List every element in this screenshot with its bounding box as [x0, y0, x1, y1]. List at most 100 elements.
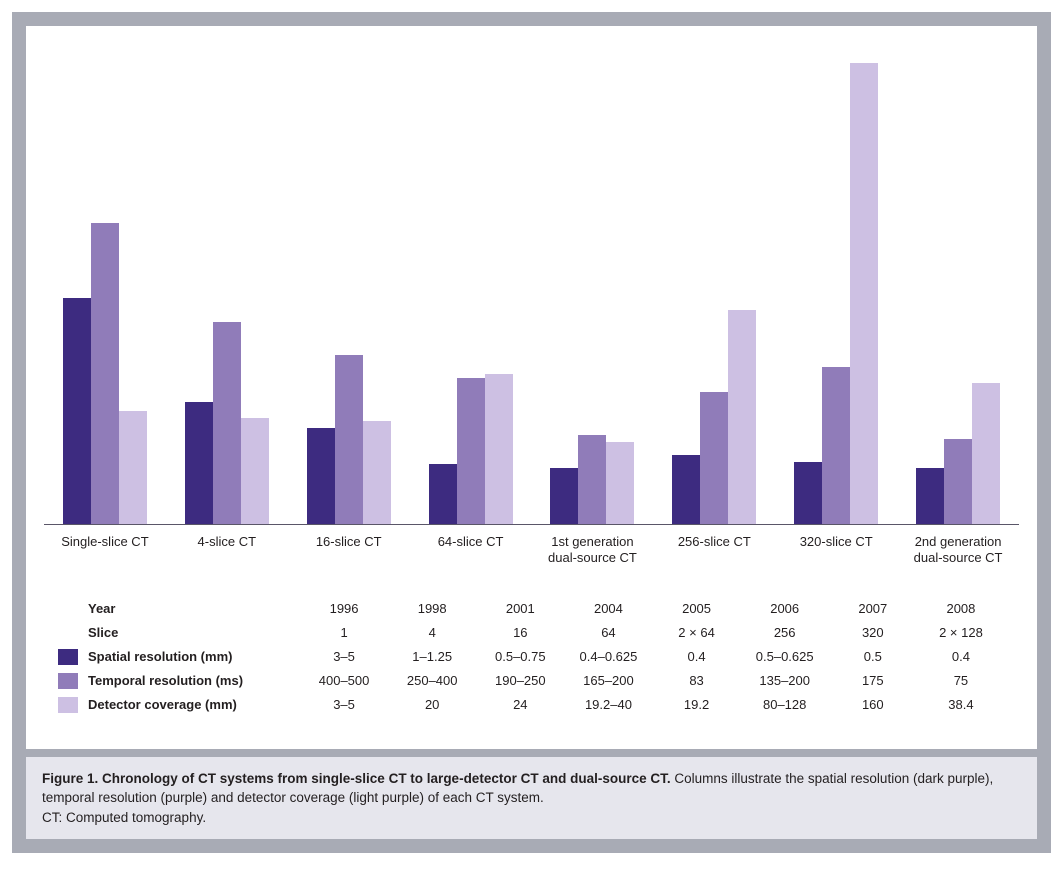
category-label: 4-slice CT — [166, 534, 288, 567]
data-column: 20052 × 640.48319.2 — [653, 597, 741, 717]
bar-coverage — [606, 442, 634, 524]
bar-coverage — [119, 411, 147, 524]
data-cell: 1996 — [300, 597, 388, 621]
category-label: 320-slice CT — [775, 534, 897, 567]
data-column: 2001160.5–0.75190–25024 — [476, 597, 564, 717]
data-cell: 1–1.25 — [388, 645, 476, 669]
legend-label: Temporal resolution (ms) — [88, 673, 243, 688]
data-cell: 2005 — [653, 597, 741, 621]
category-label: 16-slice CT — [288, 534, 410, 567]
data-cell: 2006 — [741, 597, 829, 621]
bar-group — [288, 56, 410, 524]
legend-row: Year — [58, 597, 292, 621]
category-label: Single-slice CT — [44, 534, 166, 567]
data-column: 20062560.5–0.625135–20080–128 — [741, 597, 829, 717]
data-cell: 2 × 64 — [653, 621, 741, 645]
bar-spatial — [672, 455, 700, 524]
data-cell: 2007 — [829, 597, 917, 621]
data-cell: 4 — [388, 621, 476, 645]
bar-temporal — [578, 435, 606, 524]
data-cell: 3–5 — [300, 693, 388, 717]
bar-temporal — [822, 367, 850, 524]
category-label: 1st generation dual-source CT — [532, 534, 654, 567]
data-cell: 19.2–40 — [564, 693, 652, 717]
data-cell: 3–5 — [300, 645, 388, 669]
data-cell: 165–200 — [564, 669, 652, 693]
bar-spatial — [307, 428, 335, 524]
bar-temporal — [335, 355, 363, 524]
data-cell: 0.5 — [829, 645, 917, 669]
data-column: 199613–5400–5003–5 — [300, 597, 388, 717]
data-cell: 256 — [741, 621, 829, 645]
data-cell: 80–128 — [741, 693, 829, 717]
data-cell: 16 — [476, 621, 564, 645]
data-column: 20073200.5175160 — [829, 597, 917, 717]
legend-swatch — [58, 697, 78, 713]
bar-group — [44, 56, 166, 524]
data-cell: 400–500 — [300, 669, 388, 693]
data-cell: 190–250 — [476, 669, 564, 693]
data-cell: 2008 — [917, 597, 1005, 621]
category-label: 64-slice CT — [410, 534, 532, 567]
caption-title: Figure 1. Chronology of CT systems from … — [42, 771, 671, 786]
data-cell: 64 — [564, 621, 652, 645]
bar-group — [653, 56, 775, 524]
data-cell: 0.5–0.75 — [476, 645, 564, 669]
legend-swatch — [58, 673, 78, 689]
data-cell: 2004 — [564, 597, 652, 621]
bar-group — [532, 56, 654, 524]
bar-group — [410, 56, 532, 524]
bar-spatial — [185, 402, 213, 524]
data-column: 199841–1.25250–40020 — [388, 597, 476, 717]
bar-temporal — [944, 439, 972, 524]
data-cell: 135–200 — [741, 669, 829, 693]
legend-label: Slice — [88, 625, 118, 640]
bar-coverage — [728, 310, 756, 524]
data-cell: 160 — [829, 693, 917, 717]
legend-row: Temporal resolution (ms) — [58, 669, 292, 693]
legend-column: Year Slice Spatial resolution (mm) Temporal… — [58, 597, 292, 717]
data-cell: 19.2 — [653, 693, 741, 717]
bar-temporal — [457, 378, 485, 524]
category-label: 2nd generation dual-source CT — [897, 534, 1019, 567]
data-cell: 83 — [653, 669, 741, 693]
data-cell: 320 — [829, 621, 917, 645]
bar-temporal — [700, 392, 728, 524]
legend-swatch — [58, 649, 78, 665]
bar-spatial — [794, 462, 822, 525]
legend-row: Detector coverage (mm) — [58, 693, 292, 717]
data-cell: 1998 — [388, 597, 476, 621]
bar-group — [166, 56, 288, 524]
bar-coverage — [363, 421, 391, 524]
chart-area — [44, 56, 1019, 526]
data-cell: 0.4 — [653, 645, 741, 669]
bar-group — [897, 56, 1019, 524]
figure-caption: Figure 1. Chronology of CT systems from … — [26, 757, 1037, 840]
data-cell: 1 — [300, 621, 388, 645]
data-cell: 38.4 — [917, 693, 1005, 717]
category-labels-row: Single-slice CT4-slice CT16-slice CT64-s… — [44, 534, 1019, 567]
bar-coverage — [972, 383, 1000, 524]
bar-temporal — [91, 223, 119, 524]
caption-footnote: CT: Computed tomography. — [42, 810, 206, 825]
legend-label: Spatial resolution (mm) — [88, 649, 232, 664]
bar-coverage — [485, 374, 513, 524]
data-grid: 199613–5400–5003–5199841–1.25250–4002020… — [300, 597, 1005, 717]
legend-label: Detector coverage (mm) — [88, 697, 237, 712]
figure-frame: Single-slice CT4-slice CT16-slice CT64-s… — [12, 12, 1051, 853]
bar-coverage — [850, 63, 878, 524]
legend-label: Year — [88, 601, 115, 616]
bar-spatial — [429, 464, 457, 524]
legend-row: Slice — [58, 621, 292, 645]
data-cell: 75 — [917, 669, 1005, 693]
data-cell: 0.4 — [917, 645, 1005, 669]
bar-spatial — [916, 468, 944, 524]
bar-coverage — [241, 418, 269, 524]
data-table: Year Slice Spatial resolution (mm) Temporal… — [44, 587, 1019, 731]
data-cell: 175 — [829, 669, 917, 693]
data-column: 2004640.4–0.625165–20019.2–40 — [564, 597, 652, 717]
data-column: 20082 × 1280.47538.4 — [917, 597, 1005, 717]
data-cell: 24 — [476, 693, 564, 717]
legend-row: Spatial resolution (mm) — [58, 645, 292, 669]
bar-group — [775, 56, 897, 524]
